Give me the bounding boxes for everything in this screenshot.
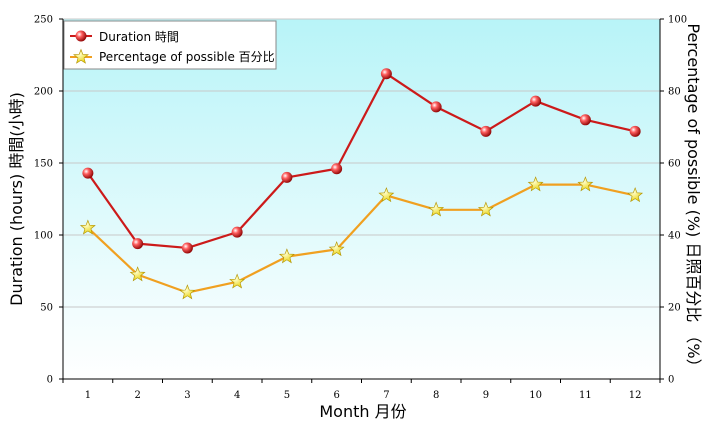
y-tick-label-4: 200 xyxy=(34,87,53,98)
x-tick-label-9: 10 xyxy=(529,390,542,401)
y-tick-label-0: 0 xyxy=(47,375,53,386)
series-1-point-9 xyxy=(527,176,544,192)
series-0-point-8 xyxy=(480,125,492,137)
gridlines xyxy=(63,18,660,308)
x-tick-label-6: 7 xyxy=(383,390,389,401)
y2-tick-label-4: 80 xyxy=(668,87,681,98)
legend-box xyxy=(63,20,277,70)
x-tick-label-8: 9 xyxy=(483,390,489,401)
series-0-point-4 xyxy=(281,171,293,183)
series-1-point-2 xyxy=(179,284,196,300)
series-0-point-5 xyxy=(331,163,343,175)
series-1-point-1 xyxy=(129,266,146,282)
series-1-point-6 xyxy=(378,187,395,203)
y-axis-title: Duration (hours) 時間(小時) xyxy=(7,92,26,306)
series-1-point-10 xyxy=(577,176,594,192)
x-tick-label-1: 2 xyxy=(134,390,140,401)
series-1-point-3 xyxy=(229,273,246,289)
legend-marker-percentage xyxy=(73,48,89,64)
y2-tick-label-0: 0 xyxy=(668,375,674,386)
series-0-point-3 xyxy=(231,226,243,238)
series-line-1 xyxy=(87,183,636,294)
series-0-point-2 xyxy=(181,242,193,254)
series-0-point-11 xyxy=(629,125,641,137)
x-tick-label-10: 11 xyxy=(579,390,592,401)
series-1-point-0 xyxy=(79,219,96,235)
legend: Duration 時間 Percentage of possible 百分比 xyxy=(63,20,277,70)
series-0-point-6 xyxy=(380,68,392,80)
series-1-point-11 xyxy=(627,187,644,203)
x-tick-label-7: 8 xyxy=(433,390,439,401)
y-tick-label-1: 50 xyxy=(40,303,53,314)
legend-marker-duration xyxy=(75,30,87,42)
y2-tick-label-2: 40 xyxy=(668,231,681,242)
y2-tick-label-3: 60 xyxy=(668,159,681,170)
x-tick-label-3: 4 xyxy=(234,390,240,401)
series-0-point-1 xyxy=(132,238,144,250)
series-0-point-0 xyxy=(82,167,94,179)
series-1-point-7 xyxy=(428,201,445,217)
y2-axis-title: Percentage of possible (%) 日照百分比 （%） xyxy=(684,23,703,374)
axes xyxy=(59,18,664,383)
x-tick-label-5: 6 xyxy=(333,390,339,401)
y-tick-label-5: 250 xyxy=(34,15,53,26)
x-tick-label-4: 5 xyxy=(284,390,290,401)
series-1-point-8 xyxy=(477,201,494,217)
series-0-point-10 xyxy=(579,114,591,126)
series-line-0 xyxy=(86,72,636,250)
x-axis-title: Month 月份 xyxy=(319,402,406,421)
x-tick-label-0: 1 xyxy=(85,390,91,401)
x-tick-label-11: 12 xyxy=(629,390,642,401)
y2-tick-label-1: 20 xyxy=(668,303,681,314)
series-1-point-5 xyxy=(328,241,345,257)
y-tick-label-3: 150 xyxy=(34,159,53,170)
series-1-point-4 xyxy=(278,248,295,264)
legend-label-percentage: Percentage of possible 百分比 xyxy=(99,50,275,64)
y2-tick-label-5: 100 xyxy=(668,15,687,26)
series-0-point-7 xyxy=(430,101,442,113)
legend-label-duration: Duration 時間 xyxy=(99,30,179,44)
y-tick-label-2: 100 xyxy=(34,231,53,242)
x-tick-label-2: 3 xyxy=(184,390,190,401)
series-0-point-9 xyxy=(530,95,542,107)
plot-area xyxy=(63,19,660,379)
